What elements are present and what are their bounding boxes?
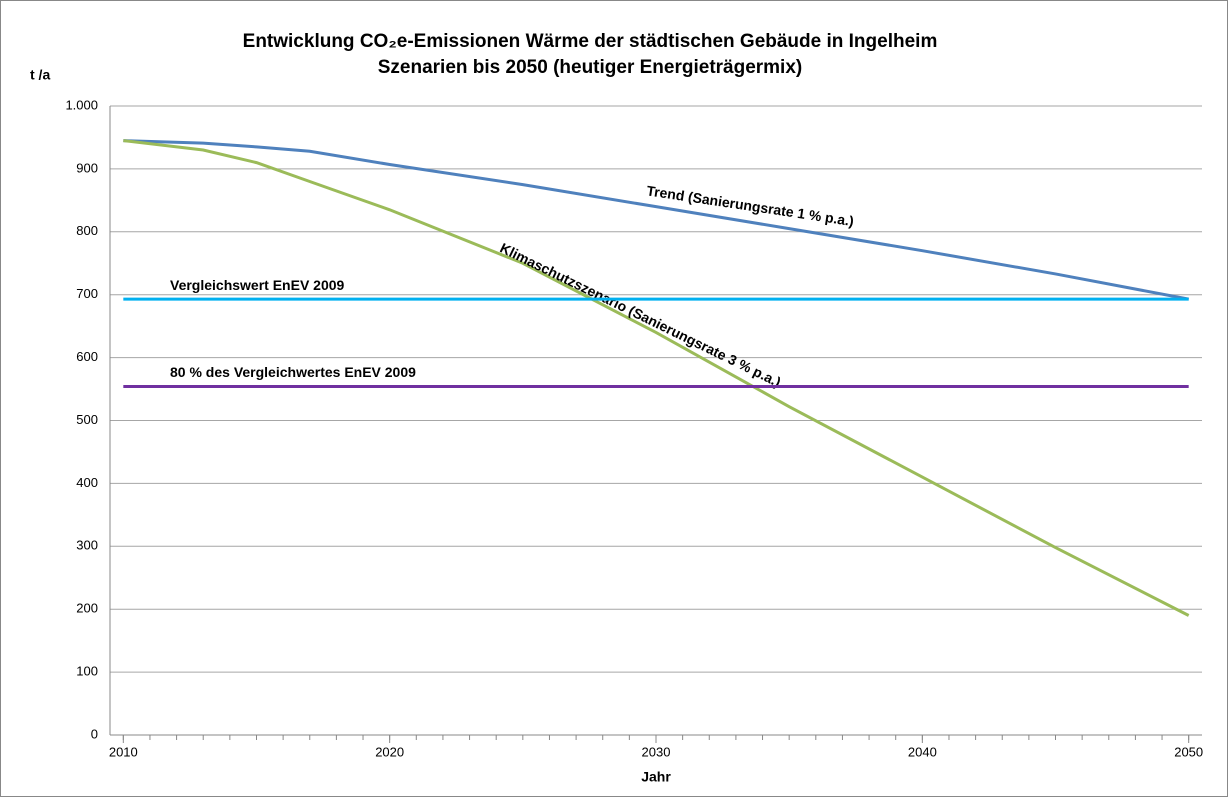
y-tick-label: 500 — [76, 412, 98, 427]
y-tick-label: 800 — [76, 223, 98, 238]
y-tick-label: 0 — [91, 726, 98, 741]
y-tick-label: 700 — [76, 286, 98, 301]
x-tick-label: 2050 — [1174, 744, 1203, 759]
series-line — [123, 139, 1190, 617]
series-line — [123, 139, 1189, 301]
chart-subtitle: Szenarien bis 2050 (heutiger Energieträg… — [378, 57, 803, 78]
y-tick-label: 900 — [76, 160, 98, 175]
y-tick-label: 100 — [76, 664, 98, 679]
y-axis-label: t /a — [30, 67, 50, 83]
x-tick-label: 2040 — [908, 744, 937, 759]
x-tick-label: 2010 — [109, 744, 138, 759]
y-tick-label: 400 — [76, 475, 98, 490]
y-tick-label: 300 — [76, 538, 98, 553]
x-tick-label: 2030 — [642, 744, 671, 759]
chart-title: Entwicklung CO₂e-Emissionen Wärme der st… — [243, 31, 938, 52]
reference-label: Vergleichswert EnEV 2009 — [170, 277, 345, 293]
y-tick-label: 1.000 — [65, 97, 98, 112]
x-tick-label: 2020 — [375, 744, 404, 759]
x-axis-label: Jahr — [641, 769, 671, 785]
y-tick-label: 200 — [76, 601, 98, 616]
reference-label: 80 % des Vergleichwertes EnEV 2009 — [170, 364, 416, 380]
y-tick-label: 600 — [76, 349, 98, 364]
